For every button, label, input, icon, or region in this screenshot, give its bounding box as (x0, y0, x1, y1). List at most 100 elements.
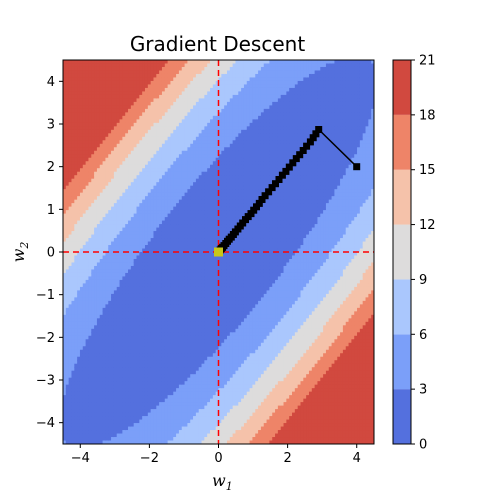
contour-cell (130, 440, 135, 444)
contour-cell (170, 262, 174, 267)
contour-cell (74, 77, 78, 82)
contour-cell (116, 234, 121, 239)
contour-cell (128, 231, 132, 236)
contour-cell (144, 311, 149, 316)
contour-cell (128, 416, 132, 421)
contour-cell (164, 84, 169, 89)
contour-cell (119, 353, 123, 358)
contour-cell (71, 360, 75, 365)
contour-cell (63, 73, 67, 79)
contour-cell (113, 60, 118, 65)
contour-cell (74, 213, 78, 218)
contour-cell (77, 126, 81, 131)
contour-cell (178, 255, 183, 260)
contour-cell (105, 168, 109, 173)
contour-cell (184, 108, 188, 113)
contour-cell (170, 189, 174, 194)
contour-cell (170, 70, 174, 75)
contour-cell (82, 269, 87, 274)
contour-cell (161, 234, 166, 239)
contour-cell (187, 346, 191, 351)
contour-cell (116, 405, 121, 410)
contour-cell (77, 349, 81, 354)
contour-cell (91, 276, 95, 281)
contour-cell (96, 374, 101, 379)
contour-cell (102, 318, 107, 323)
contour-cell (184, 147, 188, 152)
contour-cell (85, 161, 90, 166)
contour-cell (71, 63, 75, 68)
contour-cell (153, 196, 157, 201)
contour-cell (99, 171, 104, 176)
contour-cell (108, 178, 112, 183)
contour-cell (102, 430, 107, 435)
contour-cell (125, 381, 129, 386)
contour-cell (122, 91, 126, 96)
contour-cell (94, 161, 98, 166)
contour-cell (167, 276, 172, 281)
contour-cell (164, 430, 169, 435)
contour-cell (173, 70, 177, 75)
contour-cell (128, 412, 132, 417)
contour-cell (187, 101, 191, 106)
contour-cell (156, 300, 160, 305)
contour-cell (82, 297, 87, 302)
contour-cell (77, 213, 81, 218)
contour-cell (119, 252, 123, 257)
contour-cell (130, 349, 135, 354)
contour-cell (167, 269, 172, 274)
contour-cell (116, 269, 121, 274)
contour-cell (96, 430, 101, 435)
contour-cell (63, 328, 67, 333)
contour-cell (85, 150, 90, 155)
contour-cell (176, 84, 180, 89)
contour-cell (68, 231, 73, 236)
contour-cell (91, 241, 95, 246)
contour-cell (68, 304, 73, 309)
contour-cell (113, 433, 118, 438)
contour-cell (144, 245, 149, 250)
contour-cell (173, 279, 177, 285)
contour-cell (119, 332, 123, 337)
contour-cell (96, 210, 101, 215)
contour-cell (184, 433, 188, 438)
contour-cell (159, 325, 163, 330)
contour-cell (161, 217, 166, 222)
contour-cell (122, 245, 126, 250)
contour-cell (153, 199, 157, 204)
contour-cell (94, 335, 98, 340)
contour-cell (181, 342, 186, 347)
contour-cell (88, 391, 92, 396)
contour-cell (113, 164, 118, 169)
contour-cell (164, 238, 169, 243)
contour-cell (65, 290, 70, 295)
contour-cell (88, 279, 92, 285)
contour-cell (130, 241, 135, 246)
contour-cell (136, 426, 140, 431)
contour-cell (128, 140, 132, 145)
contour-cell (178, 136, 183, 141)
contour-cell (111, 419, 115, 424)
contour-cell (153, 409, 157, 414)
contour-cell (167, 241, 172, 246)
contour-cell (173, 377, 177, 382)
contour-cell (102, 328, 107, 333)
contour-cell (176, 290, 180, 295)
contour-cell (77, 101, 81, 106)
contour-cell (82, 133, 87, 138)
contour-cell (170, 342, 174, 347)
contour-cell (122, 370, 126, 375)
contour-cell (147, 440, 152, 444)
contour-cell (85, 353, 90, 358)
contour-cell (144, 220, 149, 225)
contour-cell (150, 297, 155, 302)
contour-cell (181, 297, 186, 302)
contour-cell (128, 286, 132, 291)
contour-cell (63, 126, 67, 131)
contour-cell (161, 189, 166, 194)
contour-cell (181, 199, 186, 204)
contour-cell (170, 276, 174, 281)
contour-cell (167, 87, 172, 93)
contour-cell (144, 342, 149, 347)
contour-cell (142, 342, 146, 347)
